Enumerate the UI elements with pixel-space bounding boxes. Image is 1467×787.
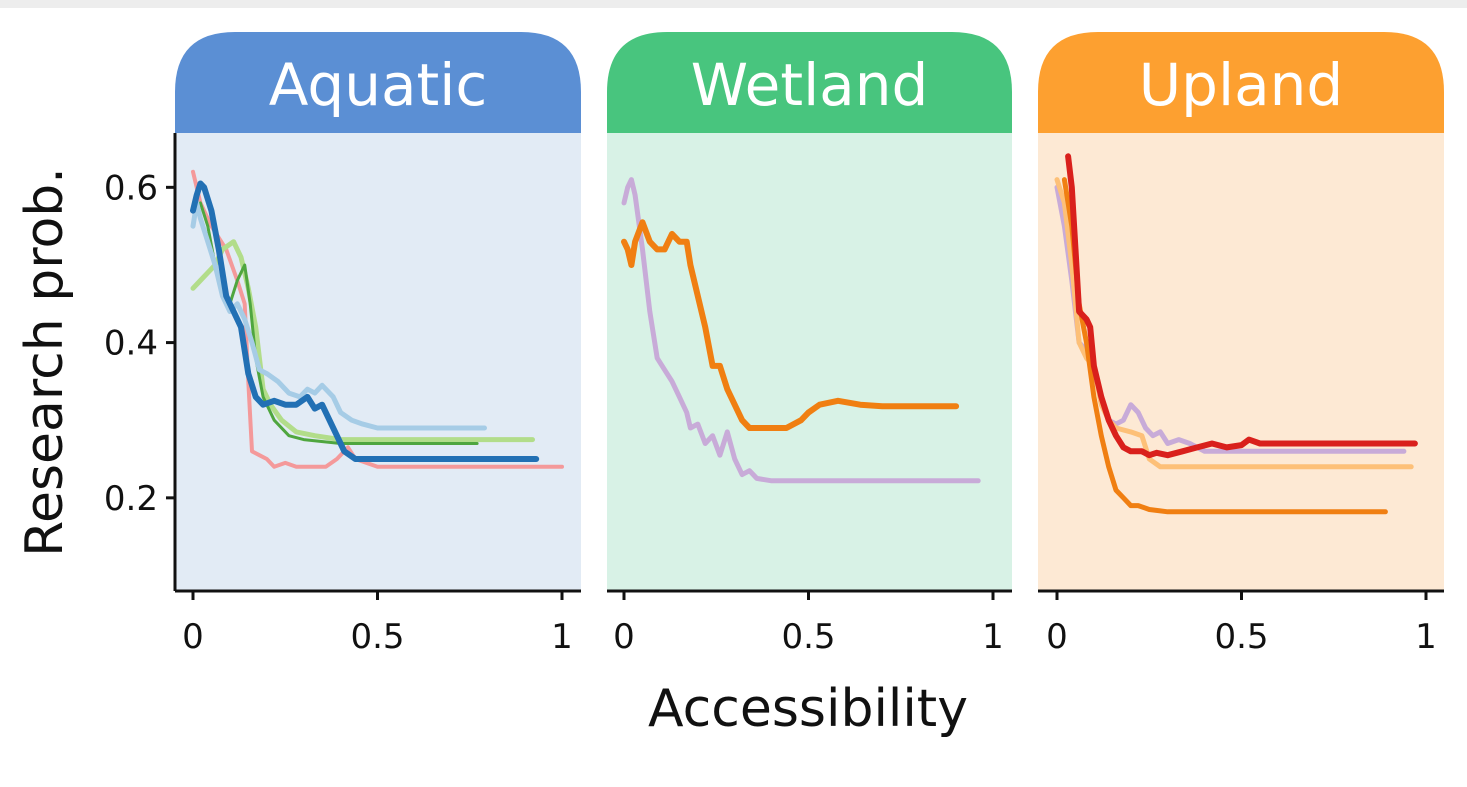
series-line-3: [1061, 177, 1388, 515]
panel-aquatic: Aquatic 0 0.5 1: [175, 32, 581, 657]
x-axis-label: Accessibility: [648, 679, 968, 739]
panel-title: Upland: [1139, 51, 1344, 119]
panel-upland: Upland 0 0.5 1: [1038, 32, 1444, 657]
x-tick-label: 0: [1046, 617, 1068, 657]
series-line-1: [621, 177, 981, 484]
x-tick-label: 1: [1415, 617, 1437, 657]
panel-background: [175, 133, 581, 591]
y-tick-label: 0.2: [104, 479, 158, 519]
y-axis-label: Research prob.: [15, 167, 75, 557]
chart-panels: Aquatic 0 0.5 1 Wetland 0 0.5 1 Upland 0 0.5 1: [175, 32, 1444, 657]
panel-title: Aquatic: [269, 51, 488, 119]
panel-title: Wetland: [691, 51, 929, 119]
x-tick-label: 0.5: [781, 617, 835, 657]
x-tick-label: 0.5: [1214, 617, 1268, 657]
y-tick-label: 0.6: [104, 168, 158, 208]
series-line-2: [1054, 177, 1414, 470]
series-line-4: [1065, 153, 1418, 459]
x-tick-label: 0.5: [350, 617, 404, 657]
top-strip: [0, 0, 1467, 8]
x-tick-label: 0: [182, 617, 204, 657]
panel-background: [1038, 133, 1444, 591]
panel-header: [607, 32, 1012, 133]
panel-header: [1038, 32, 1444, 133]
panel-background: [607, 133, 1012, 591]
x-tick-label: 1: [982, 617, 1004, 657]
x-tick-label: 1: [551, 617, 573, 657]
series-line-5: [190, 180, 540, 462]
series-line-4: [190, 200, 487, 431]
y-axis: 0.2 0.4 0.6: [104, 133, 177, 591]
series-line-2: [621, 219, 960, 431]
panel-header: [175, 32, 581, 133]
y-tick-label: 0.4: [104, 324, 158, 364]
series-line-1: [191, 169, 564, 469]
x-tick-label: 0: [613, 617, 635, 657]
panel-wetland: Wetland 0 0.5 1: [607, 32, 1012, 657]
